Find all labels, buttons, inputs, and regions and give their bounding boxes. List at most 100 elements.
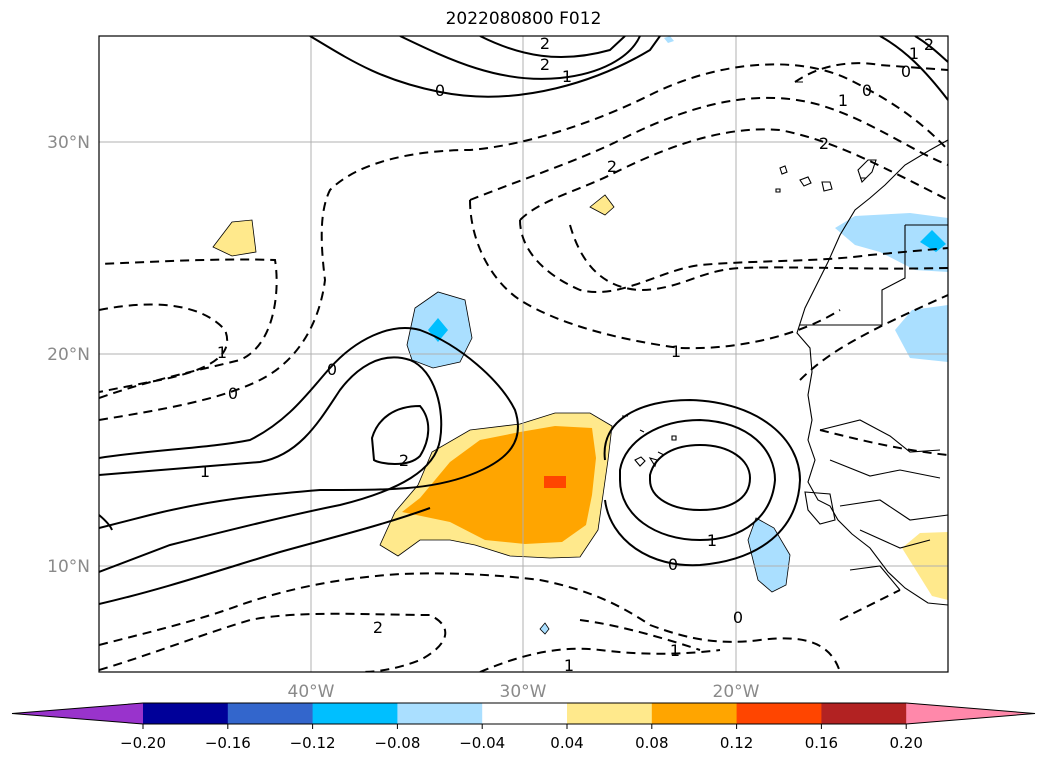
positive-contour: [99, 356, 443, 573]
colorbar-extend-low: [12, 703, 143, 724]
positive-anomaly-small: [589, 194, 615, 216]
negative-contour: [839, 589, 901, 621]
longitude-label: 40°W: [288, 682, 335, 702]
negative-contour: [819, 429, 948, 456]
contour-label: 1: [217, 343, 227, 362]
negative-contour: [794, 62, 948, 83]
negative-anomaly-region: [895, 305, 948, 362]
negative-anomaly-small: [539, 622, 550, 635]
contour-label: 2: [607, 157, 617, 176]
colorbar-segment: [567, 703, 653, 724]
positive-contour: [370, 404, 430, 465]
colorbar-tick-label: −0.20: [120, 734, 166, 752]
contour-label: 0: [435, 81, 445, 100]
colorbar-segment: [143, 703, 229, 724]
contour-label: 2: [373, 618, 383, 637]
strong-negative-anomaly-cell: [920, 230, 946, 252]
contour-label: 0: [862, 81, 872, 100]
latitude-label: 30°N: [47, 133, 90, 153]
negative-contour: [519, 128, 948, 221]
positive-contour: [914, 36, 948, 63]
positive-contour: [99, 507, 431, 605]
latitude-labels: 30°N 20°N 10°N: [47, 133, 90, 577]
map-title: 2022080800 F012: [445, 9, 602, 29]
contour-label: 0: [901, 62, 911, 81]
negative-contour: [799, 294, 948, 381]
colorbar-tick-label: 0.12: [720, 734, 753, 752]
negative-anomaly-region: [835, 213, 948, 272]
colorbar-segment: [312, 703, 398, 724]
longitude-labels: 40°W 30°W 20°W: [288, 682, 760, 702]
negative-contour: [469, 96, 948, 201]
colorbar-tick-label: −0.08: [374, 734, 420, 752]
contour-label: 2: [924, 35, 934, 54]
contour-label: 1: [670, 641, 680, 660]
gridlines: [99, 36, 948, 672]
colorbar-tick-label: −0.16: [205, 734, 251, 752]
contour-label: 0: [733, 608, 743, 627]
negative-contour: [479, 647, 721, 672]
strong-positive-anomaly-region: [402, 426, 596, 544]
latitude-label: 10°N: [47, 557, 90, 577]
positive-contour: [399, 36, 641, 80]
negative-contour: [99, 612, 447, 672]
contour-label: 2: [540, 34, 550, 53]
contour-label: 0: [228, 384, 238, 403]
contour-labels: 2 2 1 0 0 1 2 2 1 0 1 0 2 1 2 0 1 0 2 1 …: [200, 34, 934, 675]
contour-label: 0: [668, 555, 678, 574]
positive-contour: [309, 36, 661, 98]
negative-anomaly-small: [664, 36, 674, 43]
contour-lines: [99, 36, 948, 605]
contour-label: 2: [819, 134, 829, 153]
contour-label: 1: [200, 462, 210, 481]
colorbar-tick-label: 0.04: [550, 734, 583, 752]
contour-label: 1: [564, 656, 574, 675]
colorbar-tick-label: −0.12: [290, 734, 336, 752]
positive-contour: [479, 36, 626, 59]
coastlines: [622, 81, 948, 606]
peak-anomaly-cell: [544, 476, 566, 488]
colorbar-tick-label: 0.08: [635, 734, 668, 752]
map-frame: [98, 35, 949, 673]
negative-contour: [99, 63, 948, 421]
positive-anomaly-small: [212, 219, 257, 257]
negative-contour: [469, 199, 841, 350]
colorbar-segment: [482, 703, 568, 724]
latitude-label: 20°N: [47, 345, 90, 365]
negative-contour: [99, 258, 278, 399]
map-plot-area: 2 2 1 0 0 1 2 2 1 0 1 0 2 1 2 0 1 0 2 1 …: [99, 34, 948, 675]
colorbar-segment: [397, 703, 483, 724]
colorbar-tick-label: 0.16: [805, 734, 838, 752]
negative-anomaly-region: [747, 517, 791, 593]
contour-label: 0: [327, 360, 337, 379]
positive-contour: [879, 36, 948, 101]
colorbar-segment: [651, 703, 738, 724]
contour-label: 1: [838, 91, 848, 110]
colorbar-tick-label: 0.20: [889, 734, 922, 752]
negative-contour: [579, 619, 701, 651]
contour-label: 1: [671, 342, 681, 361]
shaded-anomaly-fields: [212, 36, 948, 635]
colorbar-segment: [227, 703, 314, 724]
negative-contour-lines: [99, 62, 948, 672]
contour-label: 2: [540, 55, 550, 74]
negative-contour: [99, 572, 841, 672]
longitude-label: 20°W: [713, 682, 760, 702]
positive-contour: [99, 327, 519, 529]
positive-contour: [649, 443, 752, 512]
contour-label: 1: [707, 531, 717, 550]
colorbar-extend-high: [906, 703, 1035, 724]
negative-contour: [519, 219, 948, 293]
contour-label: 1: [909, 44, 919, 63]
colorbar-segment: [821, 703, 907, 724]
positive-contour: [603, 398, 802, 567]
colorbar-segment: [736, 703, 822, 724]
negative-contour: [569, 224, 948, 292]
negative-contour: [99, 303, 229, 393]
contour-label: 1: [562, 67, 572, 86]
positive-contour: [619, 418, 777, 542]
colorbar-tick-label: −0.04: [459, 734, 505, 752]
contour-label: 2: [399, 451, 409, 470]
positive-contour: [99, 514, 113, 531]
